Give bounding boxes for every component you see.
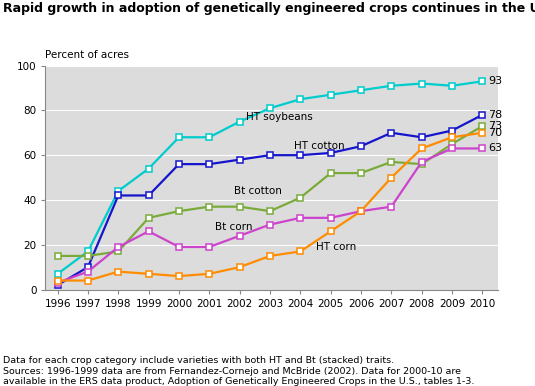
Text: Bt cotton: Bt cotton [234,186,281,196]
Text: Percent of acres: Percent of acres [45,50,129,60]
Text: HT corn: HT corn [316,242,356,252]
Text: Bt corn: Bt corn [216,222,253,232]
Text: Data for each crop category include varieties with both HT and Bt (stacked) trai: Data for each crop category include vari… [3,356,474,386]
Text: 78: 78 [488,110,502,120]
Text: HT soybeans: HT soybeans [246,112,312,122]
Text: HT cotton: HT cotton [294,141,345,151]
Text: 73: 73 [488,121,502,131]
Text: 63: 63 [488,144,502,154]
Text: Rapid growth in adoption of genetically engineered crops continues in the U.S.: Rapid growth in adoption of genetically … [3,2,535,15]
Text: 70: 70 [488,128,502,138]
Text: 93: 93 [488,76,502,86]
